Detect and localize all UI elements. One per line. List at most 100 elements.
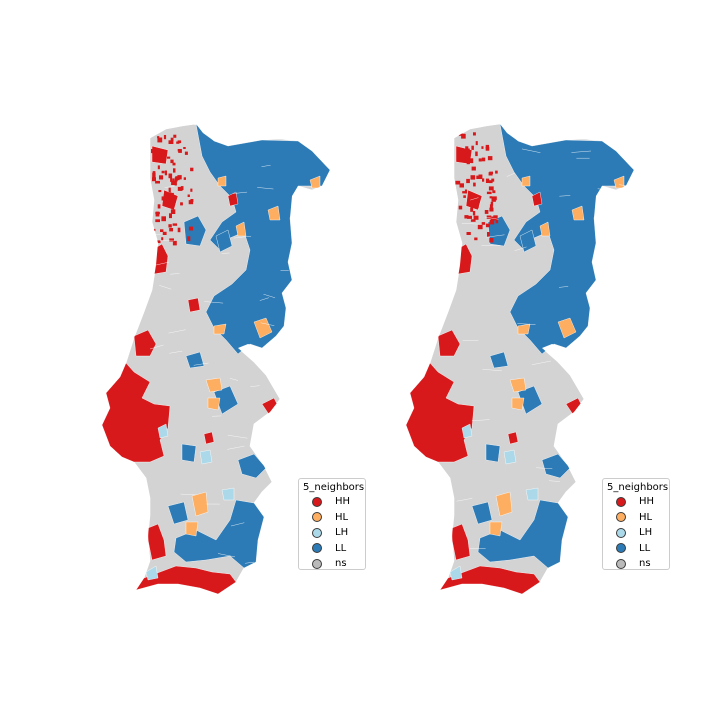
- hh-district: [466, 178, 470, 184]
- district-border: [460, 125, 473, 129]
- cluster-region-lh: [157, 423, 169, 439]
- legend-label: HH: [335, 496, 351, 508]
- district-border: [470, 197, 479, 201]
- hh-district: [490, 201, 494, 206]
- hh-district: [190, 199, 194, 202]
- hh-district: [167, 156, 171, 159]
- legend-item-hl: HL: [303, 510, 361, 526]
- cluster-region-hh: [133, 329, 157, 357]
- district-border: [245, 561, 255, 564]
- hh-district: [177, 186, 183, 191]
- hh-district: [169, 228, 173, 232]
- district-border: [594, 132, 614, 137]
- district-border: [204, 301, 224, 304]
- hh-district: [466, 232, 471, 235]
- cluster-region-hl: [517, 323, 531, 335]
- legend-label: ns: [335, 558, 347, 570]
- district-border: [227, 445, 245, 450]
- hh-district: [472, 211, 476, 216]
- cluster-region-hl: [267, 205, 281, 221]
- cluster-region-hh: [102, 362, 171, 463]
- hh-district: [459, 183, 464, 188]
- hh-district: [152, 171, 156, 174]
- ns-swatch-icon: [616, 558, 626, 569]
- district-border: [180, 124, 199, 126]
- hh-district: [486, 191, 492, 195]
- district-border: [302, 472, 318, 477]
- hh-district: [474, 200, 479, 203]
- hh-district: [464, 189, 468, 194]
- hh-district: [163, 135, 167, 140]
- hh-district: [481, 157, 486, 162]
- hh-district: [465, 146, 469, 150]
- hh-district: [152, 177, 156, 182]
- legend-title: 5_neighbors: [607, 482, 669, 493]
- district-border: [559, 195, 571, 197]
- cluster-region-hl: [217, 175, 227, 187]
- hh-district: [469, 158, 474, 164]
- district-border: [233, 191, 248, 194]
- hh-district: [161, 196, 164, 201]
- cluster-region-ll: [167, 501, 189, 525]
- hl-swatch-icon: [312, 512, 322, 523]
- hh-district: [161, 158, 166, 161]
- cluster-region-ll: [471, 501, 493, 525]
- map-legend-left: 5_neighbors HH HL LH LL ns: [298, 478, 366, 570]
- hh-district: [157, 240, 161, 244]
- cluster-region-hh: [439, 565, 541, 594]
- hh-district: [466, 161, 470, 165]
- hh-district: [172, 240, 177, 246]
- district-border: [514, 246, 527, 251]
- hh-district: [187, 236, 191, 242]
- hh-district: [169, 213, 172, 219]
- district-border: [230, 522, 245, 527]
- district-border: [164, 186, 175, 188]
- hh-district: [473, 182, 476, 187]
- legend-label: LL: [639, 542, 651, 554]
- hh-district: [170, 177, 173, 182]
- cluster-region-lh: [199, 449, 213, 465]
- hh-district: [481, 146, 484, 149]
- district-border: [571, 150, 592, 153]
- legend-label: LH: [335, 527, 349, 539]
- hh-district: [495, 219, 499, 224]
- hh-district: [485, 144, 489, 149]
- legend-item-lh: LH: [303, 525, 361, 541]
- district-border: [536, 467, 553, 469]
- district-border: [471, 419, 490, 421]
- hh-district: [493, 196, 497, 201]
- legend-label: HL: [639, 511, 653, 523]
- cluster-region-hl: [509, 377, 527, 393]
- district-border: [255, 427, 270, 431]
- hh-district: [485, 223, 490, 228]
- hh-district: [493, 215, 498, 220]
- cluster-region-hl: [235, 221, 247, 237]
- district-border: [531, 360, 551, 365]
- district-border: [159, 285, 172, 290]
- hh-district: [470, 207, 474, 212]
- district-border: [558, 286, 569, 288]
- hh-district: [487, 156, 493, 161]
- hh-district: [155, 156, 160, 159]
- lh-swatch-icon: [616, 527, 626, 538]
- cluster-region-hl: [207, 397, 221, 411]
- hh-swatch-icon: [616, 496, 626, 507]
- cluster-region-lh: [221, 487, 235, 501]
- cluster-region-hl: [521, 175, 531, 187]
- legend-item-lh: LH: [607, 525, 665, 541]
- district-border: [290, 445, 301, 448]
- hh-district: [481, 222, 486, 225]
- district-border: [484, 216, 499, 220]
- hh-district: [470, 175, 476, 180]
- hh-district: [477, 224, 483, 230]
- hh-district: [464, 215, 469, 219]
- district-border: [310, 435, 323, 438]
- hh-district: [470, 219, 476, 222]
- hh-district: [151, 149, 156, 154]
- district-border: [626, 584, 634, 588]
- hh-district: [489, 207, 494, 212]
- hh-district: [485, 178, 490, 183]
- hh-district: [492, 190, 496, 194]
- hh-district: [474, 237, 478, 241]
- cluster-region-hh: [227, 191, 239, 207]
